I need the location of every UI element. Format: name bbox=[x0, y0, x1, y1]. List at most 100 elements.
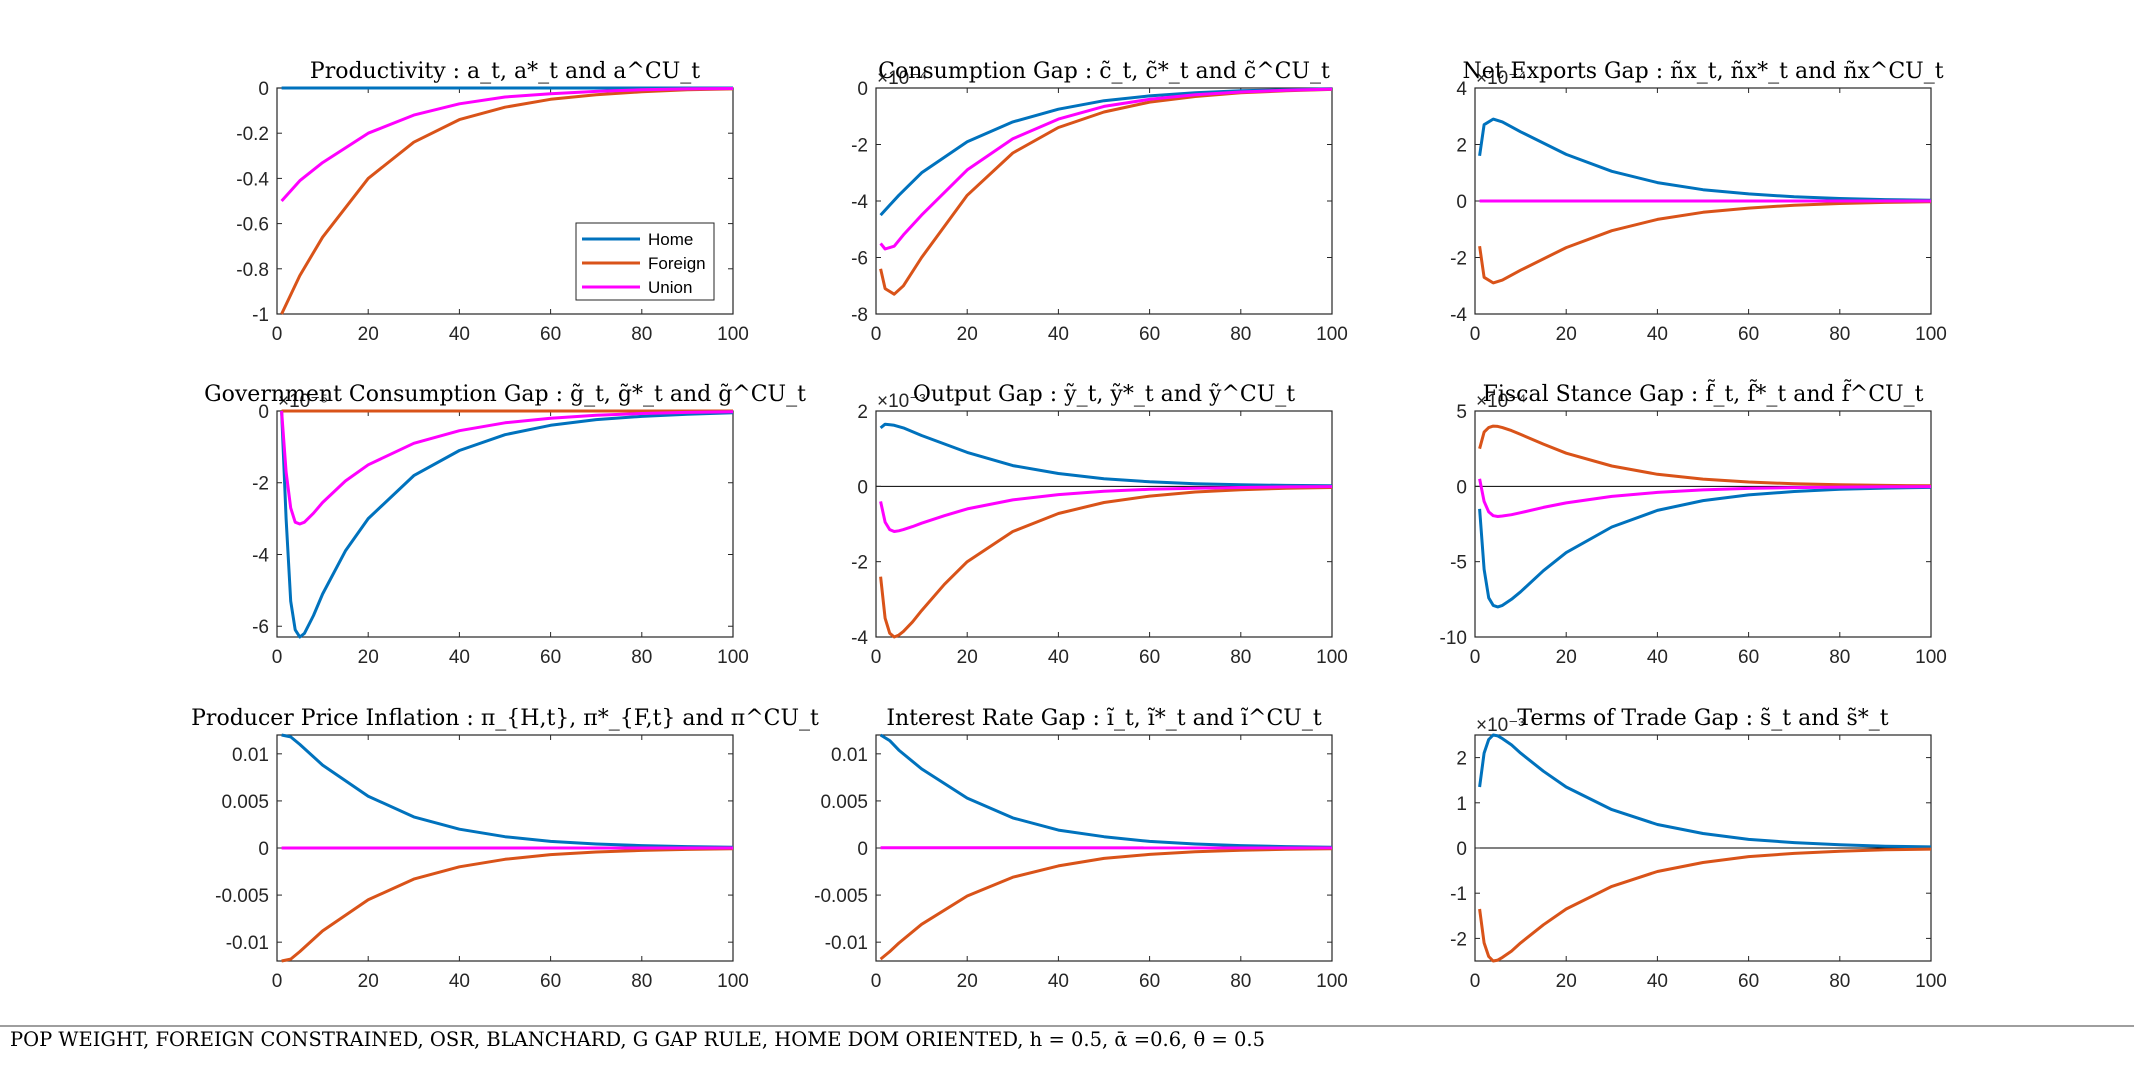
y-tick-label: -0.4 bbox=[236, 169, 269, 190]
x-tick-label: 20 bbox=[1556, 971, 1577, 992]
chart-title: Net Exports Gap : ñx_t, ñx*_t and ñx^CU_… bbox=[1462, 59, 1943, 84]
y-tick-label: -4 bbox=[1450, 305, 1467, 326]
y-tick-label: -5 bbox=[1450, 553, 1467, 574]
y-tick-label: -0.8 bbox=[236, 260, 269, 281]
y-tick-label: 4 bbox=[1456, 79, 1467, 100]
x-tick-label: 100 bbox=[1316, 324, 1348, 345]
y-tick-label: 0 bbox=[258, 79, 269, 100]
chart-title: Interest Rate Gap : ĩ_t, ĩ*_t and ĩ^CU_t bbox=[886, 706, 1322, 731]
series-line-foreign bbox=[1478, 424, 1931, 488]
series-line-home bbox=[280, 410, 733, 639]
y-tick-label: -2 bbox=[1450, 929, 1467, 950]
y-tick-label: -2 bbox=[851, 136, 868, 157]
y-tick-label: -0.6 bbox=[236, 215, 269, 236]
x-tick-label: 80 bbox=[1829, 324, 1850, 345]
footer-caption: POP WEIGHT, FOREIGN CONSTRAINED, OSR, BL… bbox=[10, 1028, 1265, 1051]
x-tick-label: 60 bbox=[540, 647, 561, 668]
series-line-foreign bbox=[879, 486, 1332, 639]
plot-area bbox=[276, 410, 734, 638]
series-line-union bbox=[1478, 478, 1931, 518]
x-tick-label: 100 bbox=[1915, 324, 1947, 345]
x-tick-label: 100 bbox=[1915, 647, 1947, 668]
x-tick-label: 0 bbox=[871, 647, 882, 668]
y-tick-label: 0 bbox=[857, 79, 868, 100]
series-line-union bbox=[280, 410, 733, 526]
series-line-home bbox=[1478, 117, 1931, 202]
legend-label: Foreign bbox=[648, 254, 706, 273]
chart-panel-1: 0 20 40 60 80 100 0 -0.2 -0.4 -0.6 -0.8 -1 Productiv… bbox=[236, 59, 749, 345]
chart-title: Government Consumption Gap : g̃_t, g̃*_t… bbox=[204, 382, 806, 407]
x-tick-label: 60 bbox=[1738, 647, 1759, 668]
series-line-foreign bbox=[280, 87, 733, 315]
series-line-union bbox=[280, 87, 733, 203]
chart-panel-8: 0 20 40 60 80 100 0.01 0.005 0 -0.005 -0.01 Interes… bbox=[814, 706, 1348, 992]
x-tick-label: 0 bbox=[871, 971, 882, 992]
x-tick-label: 40 bbox=[1048, 971, 1069, 992]
legend-label: Home bbox=[648, 230, 693, 249]
plot-area bbox=[875, 410, 1333, 638]
x-tick-label: 60 bbox=[1738, 324, 1759, 345]
y-tick-label: -2 bbox=[252, 474, 269, 495]
plot-area bbox=[875, 87, 1333, 315]
y-tick-label: -1 bbox=[1450, 884, 1467, 905]
x-tick-label: 20 bbox=[358, 324, 379, 345]
x-tick-label: 80 bbox=[631, 324, 652, 345]
x-tick-label: 20 bbox=[957, 971, 978, 992]
y-tick-label: -4 bbox=[252, 545, 269, 566]
x-tick-label: 0 bbox=[1470, 647, 1481, 668]
axis-exponent: ×10⁻⁴ bbox=[1476, 391, 1526, 412]
x-tick-label: 0 bbox=[1470, 324, 1481, 345]
x-tick-label: 100 bbox=[717, 647, 749, 668]
x-tick-label: 80 bbox=[1230, 971, 1251, 992]
x-tick-label: 40 bbox=[449, 971, 470, 992]
x-tick-label: 20 bbox=[1556, 647, 1577, 668]
x-tick-label: 60 bbox=[1139, 324, 1160, 345]
y-tick-label: -0.01 bbox=[825, 933, 868, 954]
series-line-foreign bbox=[1478, 200, 1931, 285]
series-line-home bbox=[1478, 485, 1931, 609]
legend-label: Union bbox=[648, 278, 692, 297]
y-tick-label: -2 bbox=[851, 553, 868, 574]
y-tick-label: -0.005 bbox=[215, 886, 269, 907]
x-tick-label: 20 bbox=[957, 647, 978, 668]
x-tick-label: 60 bbox=[1738, 971, 1759, 992]
x-tick-label: 100 bbox=[717, 971, 749, 992]
x-tick-label: 20 bbox=[1556, 324, 1577, 345]
y-tick-label: 2 bbox=[1456, 136, 1467, 157]
y-tick-label: -8 bbox=[851, 305, 868, 326]
x-tick-label: 80 bbox=[1230, 324, 1251, 345]
x-tick-label: 40 bbox=[1647, 324, 1668, 345]
series-line-foreign bbox=[281, 847, 733, 963]
axis-exponent: ×10⁻³ bbox=[1476, 715, 1525, 736]
x-tick-label: 40 bbox=[449, 324, 470, 345]
legend: Home Foreign Union bbox=[575, 222, 715, 301]
x-tick-label: 60 bbox=[540, 971, 561, 992]
y-tick-label: 0 bbox=[258, 402, 269, 423]
y-tick-label: 0 bbox=[1456, 477, 1467, 498]
y-tick-label: 0 bbox=[857, 839, 868, 860]
x-tick-label: 60 bbox=[540, 324, 561, 345]
y-tick-label: 0.01 bbox=[232, 745, 269, 766]
series-line-home bbox=[879, 733, 1332, 849]
x-tick-label: 40 bbox=[1647, 971, 1668, 992]
y-tick-label: -4 bbox=[851, 628, 868, 649]
series-line-home bbox=[1478, 733, 1931, 849]
y-tick-label: -1 bbox=[252, 305, 269, 326]
series-line-home bbox=[879, 422, 1332, 488]
axis-exponent: ×10⁻⁴ bbox=[1476, 68, 1526, 89]
x-tick-label: 40 bbox=[1647, 647, 1668, 668]
y-tick-label: 0.005 bbox=[221, 792, 269, 813]
chart-title: Producer Price Inflation : π_{H,t}, π*_{… bbox=[191, 706, 819, 731]
y-tick-label: -0.005 bbox=[814, 886, 868, 907]
y-tick-label: -6 bbox=[851, 249, 868, 270]
x-tick-label: 0 bbox=[1470, 971, 1481, 992]
x-tick-label: 0 bbox=[871, 324, 882, 345]
x-tick-label: 80 bbox=[1230, 647, 1251, 668]
y-tick-label: -0.2 bbox=[236, 124, 269, 145]
series-line-union bbox=[879, 485, 1332, 533]
x-tick-label: 100 bbox=[717, 324, 749, 345]
